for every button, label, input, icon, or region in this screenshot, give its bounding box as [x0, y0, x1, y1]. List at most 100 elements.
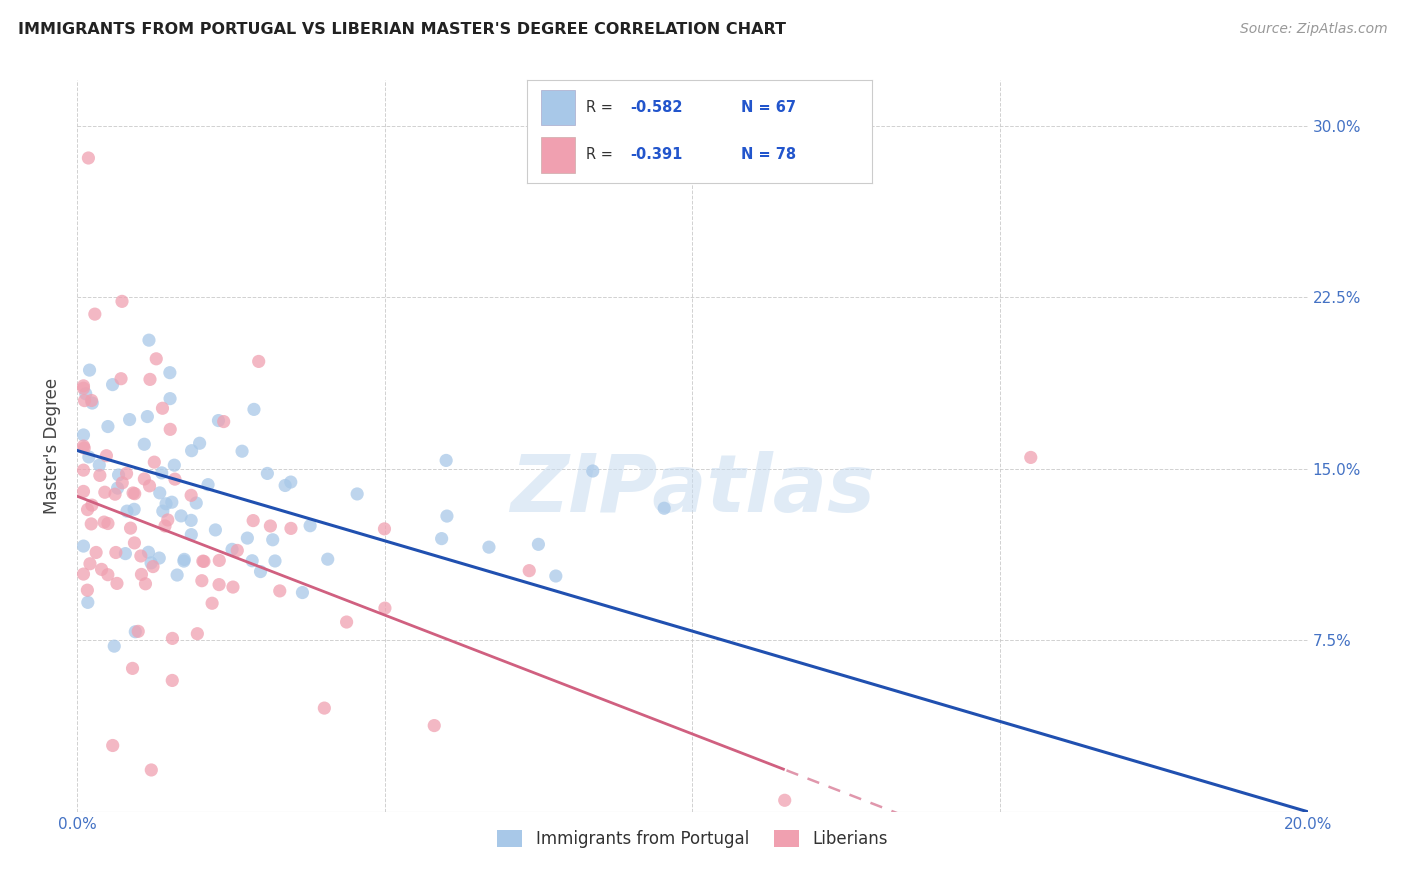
Point: [170, 508, 193, 523]
Point: [436, 509, 458, 524]
Point: [256, 467, 278, 481]
Point: [120, 521, 142, 535]
Point: [76, 595, 98, 609]
Point: [72, 463, 94, 477]
Point: [159, 422, 181, 436]
Point: [103, 639, 125, 653]
Point: [143, 455, 166, 469]
Point: [114, 547, 136, 561]
Point: [139, 372, 162, 386]
Point: [79, 557, 101, 571]
Point: [121, 661, 143, 675]
Point: [236, 531, 259, 545]
Point: [280, 521, 302, 535]
Point: [115, 504, 138, 518]
Point: [79, 363, 101, 377]
Point: [141, 763, 163, 777]
Point: [72, 379, 94, 393]
Point: [97, 419, 120, 434]
FancyBboxPatch shape: [541, 89, 575, 126]
Point: [186, 496, 208, 510]
Point: [247, 354, 270, 368]
Point: [122, 502, 145, 516]
Point: [124, 486, 146, 500]
Point: [314, 701, 336, 715]
Point: [430, 532, 453, 546]
Point: [162, 673, 184, 688]
Point: [110, 372, 132, 386]
Point: [138, 333, 160, 347]
Text: -0.582: -0.582: [630, 100, 683, 115]
Point: [105, 576, 128, 591]
Point: [127, 624, 149, 639]
Point: [208, 553, 231, 567]
Point: [84, 545, 107, 559]
Point: [231, 444, 253, 458]
Point: [124, 624, 146, 639]
Point: [80, 516, 103, 531]
Point: [75, 386, 97, 401]
Point: [336, 615, 359, 629]
Point: [148, 551, 170, 566]
Point: [83, 307, 105, 321]
Point: [136, 409, 159, 424]
Point: [423, 718, 446, 732]
Point: [249, 565, 271, 579]
Point: [72, 567, 94, 582]
Point: [80, 498, 103, 512]
Point: [80, 393, 103, 408]
Point: [97, 567, 120, 582]
FancyBboxPatch shape: [541, 136, 575, 173]
Point: [159, 366, 181, 380]
Point: [373, 522, 395, 536]
Point: [149, 486, 172, 500]
Point: [478, 540, 501, 554]
Point: [262, 533, 284, 547]
Point: [527, 537, 550, 551]
Point: [118, 412, 141, 426]
Point: [134, 576, 156, 591]
Point: [94, 485, 117, 500]
Point: [73, 441, 96, 455]
Point: [582, 464, 605, 478]
Point: [180, 488, 202, 502]
Point: [72, 439, 94, 453]
Text: R =: R =: [586, 146, 617, 161]
Point: [72, 381, 94, 395]
Point: [316, 552, 339, 566]
Point: [138, 545, 160, 559]
Point: [222, 580, 245, 594]
Point: [152, 401, 174, 416]
Point: [115, 467, 138, 481]
Point: [259, 519, 281, 533]
Point: [173, 554, 195, 568]
Point: [145, 351, 167, 366]
Point: [152, 504, 174, 518]
Point: [773, 793, 796, 807]
Point: [111, 475, 134, 490]
Point: [111, 294, 134, 309]
Text: IMMIGRANTS FROM PORTUGAL VS LIBERIAN MASTER'S DEGREE CORRELATION CHART: IMMIGRANTS FROM PORTUGAL VS LIBERIAN MAS…: [18, 22, 786, 37]
Point: [299, 518, 322, 533]
Point: [76, 502, 98, 516]
Point: [93, 515, 115, 529]
Point: [138, 479, 160, 493]
Text: Source: ZipAtlas.com: Source: ZipAtlas.com: [1240, 22, 1388, 37]
Point: [89, 468, 111, 483]
Point: [166, 568, 188, 582]
Point: [374, 601, 396, 615]
Point: [101, 377, 124, 392]
Point: [131, 567, 153, 582]
Point: [155, 497, 177, 511]
Point: [212, 415, 235, 429]
Point: [142, 559, 165, 574]
Point: [72, 484, 94, 499]
Point: [1019, 450, 1042, 465]
Point: [107, 467, 129, 482]
Point: [191, 574, 214, 588]
Point: [240, 554, 263, 568]
Point: [150, 466, 173, 480]
Point: [173, 552, 195, 566]
Point: [274, 478, 297, 492]
Point: [544, 569, 567, 583]
